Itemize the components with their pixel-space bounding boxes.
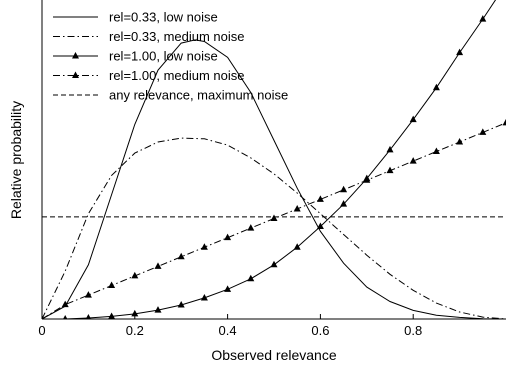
data-point-marker	[247, 274, 255, 282]
series-2	[42, 137, 506, 319]
data-point-marker	[177, 300, 185, 308]
legend-item: rel=1.00, low noise	[53, 49, 218, 64]
ticks-layer: 0 0.2 0.4 0.6 0.8	[38, 314, 422, 338]
legend-marker	[72, 52, 79, 59]
data-point-marker	[316, 222, 324, 229]
legend-label: any relevance, maximum noise	[109, 88, 288, 103]
data-point-marker	[200, 243, 208, 250]
data-point-marker	[432, 83, 440, 91]
legend-item: any relevance, maximum noise	[53, 88, 288, 103]
series-layer	[42, 0, 506, 319]
x-tick-label: 0.2	[126, 323, 144, 338]
data-point-marker	[479, 128, 487, 135]
legend-label: rel=0.33, low noise	[109, 10, 218, 25]
data-point-marker	[456, 48, 464, 56]
legend-item: rel=0.33, medium noise	[53, 29, 245, 44]
legend-label: rel=1.00, low noise	[109, 49, 218, 64]
legend-label: rel=1.00, medium noise	[109, 68, 245, 83]
data-point-marker	[409, 115, 417, 123]
data-point-marker	[386, 145, 394, 153]
data-point-marker	[316, 195, 324, 202]
data-point-marker	[363, 176, 371, 183]
data-point-marker	[108, 281, 116, 289]
series-4	[42, 118, 506, 319]
data-point-marker	[224, 233, 232, 241]
series-line	[42, 137, 506, 319]
axes-layer	[41, 0, 506, 320]
data-point-marker	[200, 293, 208, 301]
data-point-marker	[432, 147, 440, 155]
legend-item: rel=1.00, medium noise	[53, 68, 245, 83]
data-point-marker	[108, 312, 116, 319]
series-1	[42, 39, 506, 319]
data-point-marker	[85, 314, 92, 319]
x-tick-label: 0	[38, 323, 45, 338]
data-point-marker	[61, 300, 69, 308]
data-point-marker	[409, 157, 417, 164]
y-axis-label: Relative probability	[8, 101, 24, 219]
legend-item: rel=0.33, low noise	[53, 10, 218, 25]
data-point-marker	[270, 214, 278, 222]
data-point-marker	[224, 285, 232, 292]
x-tick-label: 0.6	[311, 323, 329, 338]
series-line	[42, 39, 506, 319]
data-point-marker	[479, 15, 487, 22]
data-point-marker	[340, 200, 348, 207]
data-point-marker	[502, 118, 506, 126]
data-point-marker	[247, 224, 255, 231]
legend-label: rel=0.33, medium noise	[109, 29, 245, 44]
data-point-marker	[131, 309, 139, 317]
x-tick-label: 0.8	[404, 323, 422, 338]
data-point-marker	[84, 291, 92, 298]
data-point-marker	[386, 166, 394, 174]
data-point-marker	[293, 243, 301, 250]
legend: rel=0.33, low noise rel=0.33, medium nois…	[53, 10, 288, 103]
data-point-marker	[63, 315, 68, 319]
data-point-marker	[131, 271, 139, 279]
x-axis-label: Observed relevance	[211, 347, 337, 363]
data-point-marker	[270, 260, 278, 268]
data-point-marker	[456, 137, 464, 145]
data-point-marker	[177, 252, 185, 260]
legend-marker	[72, 71, 79, 78]
x-tick-label: 0.4	[219, 323, 237, 338]
data-point-marker	[154, 262, 162, 269]
data-point-marker	[340, 185, 348, 193]
data-point-marker	[293, 204, 301, 212]
data-point-marker	[154, 306, 162, 313]
data-point-marker	[42, 315, 45, 319]
